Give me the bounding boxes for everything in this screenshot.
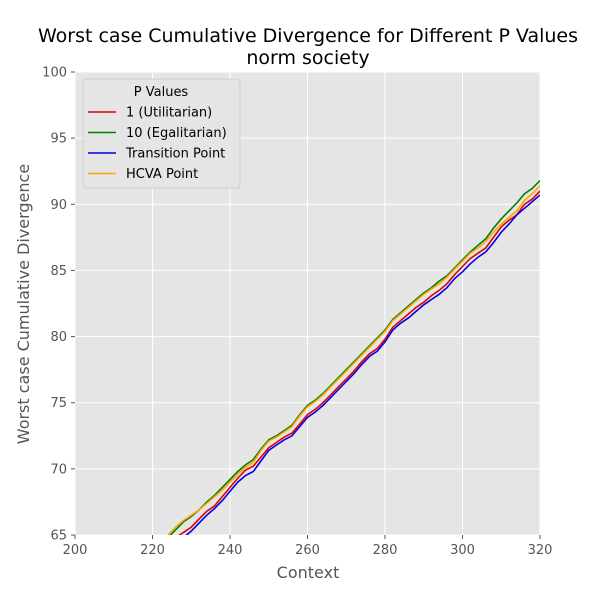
legend-items: 1 (Utilitarian) 10 (Egalitarian) Transitio… <box>88 106 227 182</box>
y-tick-label: 80 <box>50 330 67 345</box>
y-tick-label: 85 <box>50 264 67 279</box>
y-tick-label: 95 <box>50 132 67 147</box>
series-line-2 <box>185 194 540 535</box>
series-line-3 <box>167 185 540 535</box>
y-tick-label: 100 <box>42 66 67 81</box>
legend-box <box>82 78 241 189</box>
chart-subtitle: norm society <box>246 47 369 69</box>
x-tick-label: 240 <box>218 543 243 558</box>
series-line-0 <box>178 190 540 535</box>
legend-label-1: 10 (Egalitarian) <box>126 126 227 141</box>
legend: P Values 1 (Utilitarian) 10 (Egalitarian)… <box>82 78 241 189</box>
legend-label-2: Transition Point <box>125 147 225 162</box>
y-axis-label: Worst case Cumulative Divergence <box>14 164 33 444</box>
chart-title: Worst case Cumulative Divergence for Dif… <box>38 25 578 47</box>
y-tick-label: 90 <box>50 198 67 213</box>
x-tick-label: 260 <box>295 543 320 558</box>
legend-label-0: 1 (Utilitarian) <box>126 106 212 121</box>
x-tick-label: 280 <box>373 543 398 558</box>
legend-label-3: HCVA Point <box>126 167 198 182</box>
y-axis-ticks: 65 70 75 80 85 90 95 100 <box>42 66 75 544</box>
x-tick-label: 320 <box>528 543 553 558</box>
y-tick-label: 70 <box>50 462 67 477</box>
x-tick-label: 300 <box>450 543 475 558</box>
y-tick-label: 65 <box>50 529 67 544</box>
y-tick-label: 75 <box>50 396 67 411</box>
x-axis-ticks: 200 220 240 260 280 300 320 <box>63 535 553 558</box>
x-tick-label: 200 <box>63 543 88 558</box>
x-tick-label: 220 <box>140 543 165 558</box>
series-line-1 <box>169 179 540 535</box>
series-lines <box>167 179 540 535</box>
legend-title: P Values <box>134 85 189 100</box>
x-axis-label: Context <box>277 563 340 582</box>
